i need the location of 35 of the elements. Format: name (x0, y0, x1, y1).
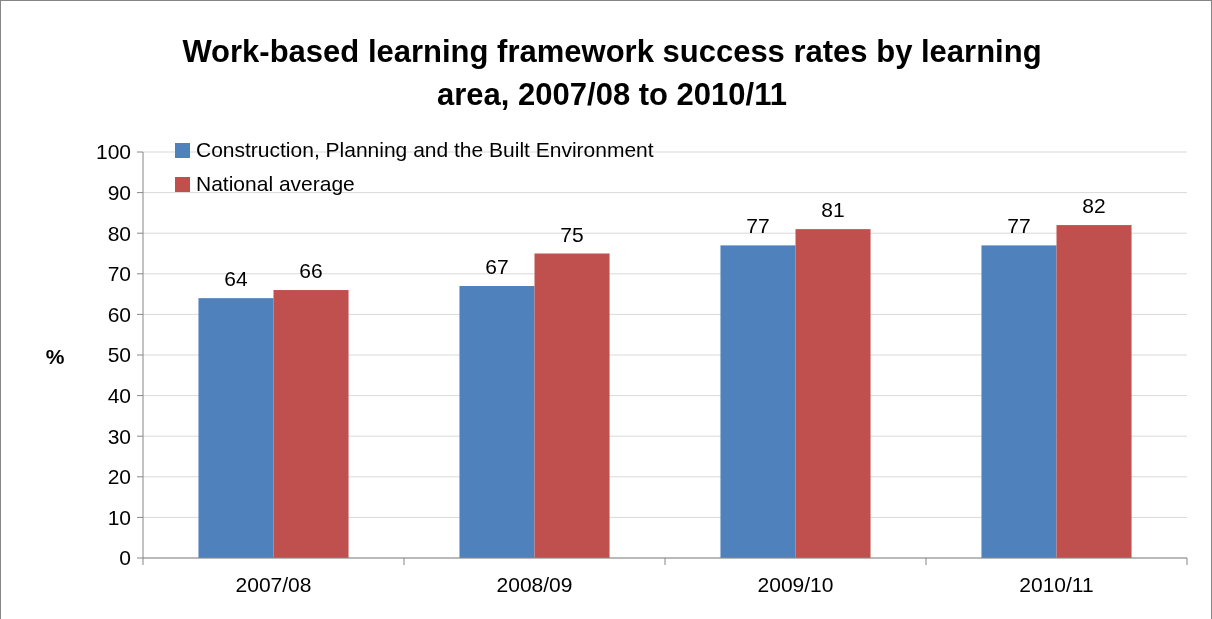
bar (273, 290, 349, 558)
data-label: 77 (1007, 214, 1031, 238)
x-tick-label: 2010/11 (1019, 573, 1094, 596)
y-tick-label: 20 (107, 465, 131, 489)
y-tick-label: 40 (107, 383, 131, 407)
y-tick-label: 80 (107, 221, 131, 245)
y-tick-label: 30 (107, 424, 131, 448)
y-tick-label: 60 (107, 302, 131, 326)
data-label: 67 (485, 254, 509, 278)
bar (720, 245, 796, 558)
y-tick-label: 10 (107, 505, 131, 529)
data-label: 82 (1082, 194, 1106, 218)
chart-title: Work-based learning framework success rates by learning area, 2007/08 to 2010/11 (182, 34, 1042, 112)
y-axis-title: % (45, 345, 65, 369)
x-tick-label: 2007/08 (235, 573, 312, 596)
bar (198, 298, 274, 558)
data-label: 81 (821, 198, 845, 222)
data-label: 66 (299, 259, 323, 283)
bar (1056, 225, 1132, 558)
y-tick-label: 100 (95, 140, 131, 164)
x-tick-label: 2008/09 (496, 573, 573, 596)
y-tick-label: 90 (107, 180, 131, 204)
bar (795, 229, 871, 558)
legend-label: National average (196, 172, 355, 196)
bar (534, 253, 610, 558)
data-label: 77 (746, 214, 770, 238)
bar (981, 245, 1057, 558)
y-tick-label: 0 (119, 546, 131, 570)
x-tick-label: 2009/10 (757, 573, 834, 596)
data-label: 75 (560, 222, 584, 246)
legend-label: Construction, Planning and the Built Environment (196, 138, 654, 162)
data-label: 64 (224, 267, 248, 291)
y-tick-label: 70 (107, 262, 131, 286)
y-tick-label: 50 (107, 343, 131, 367)
bar (459, 285, 535, 558)
